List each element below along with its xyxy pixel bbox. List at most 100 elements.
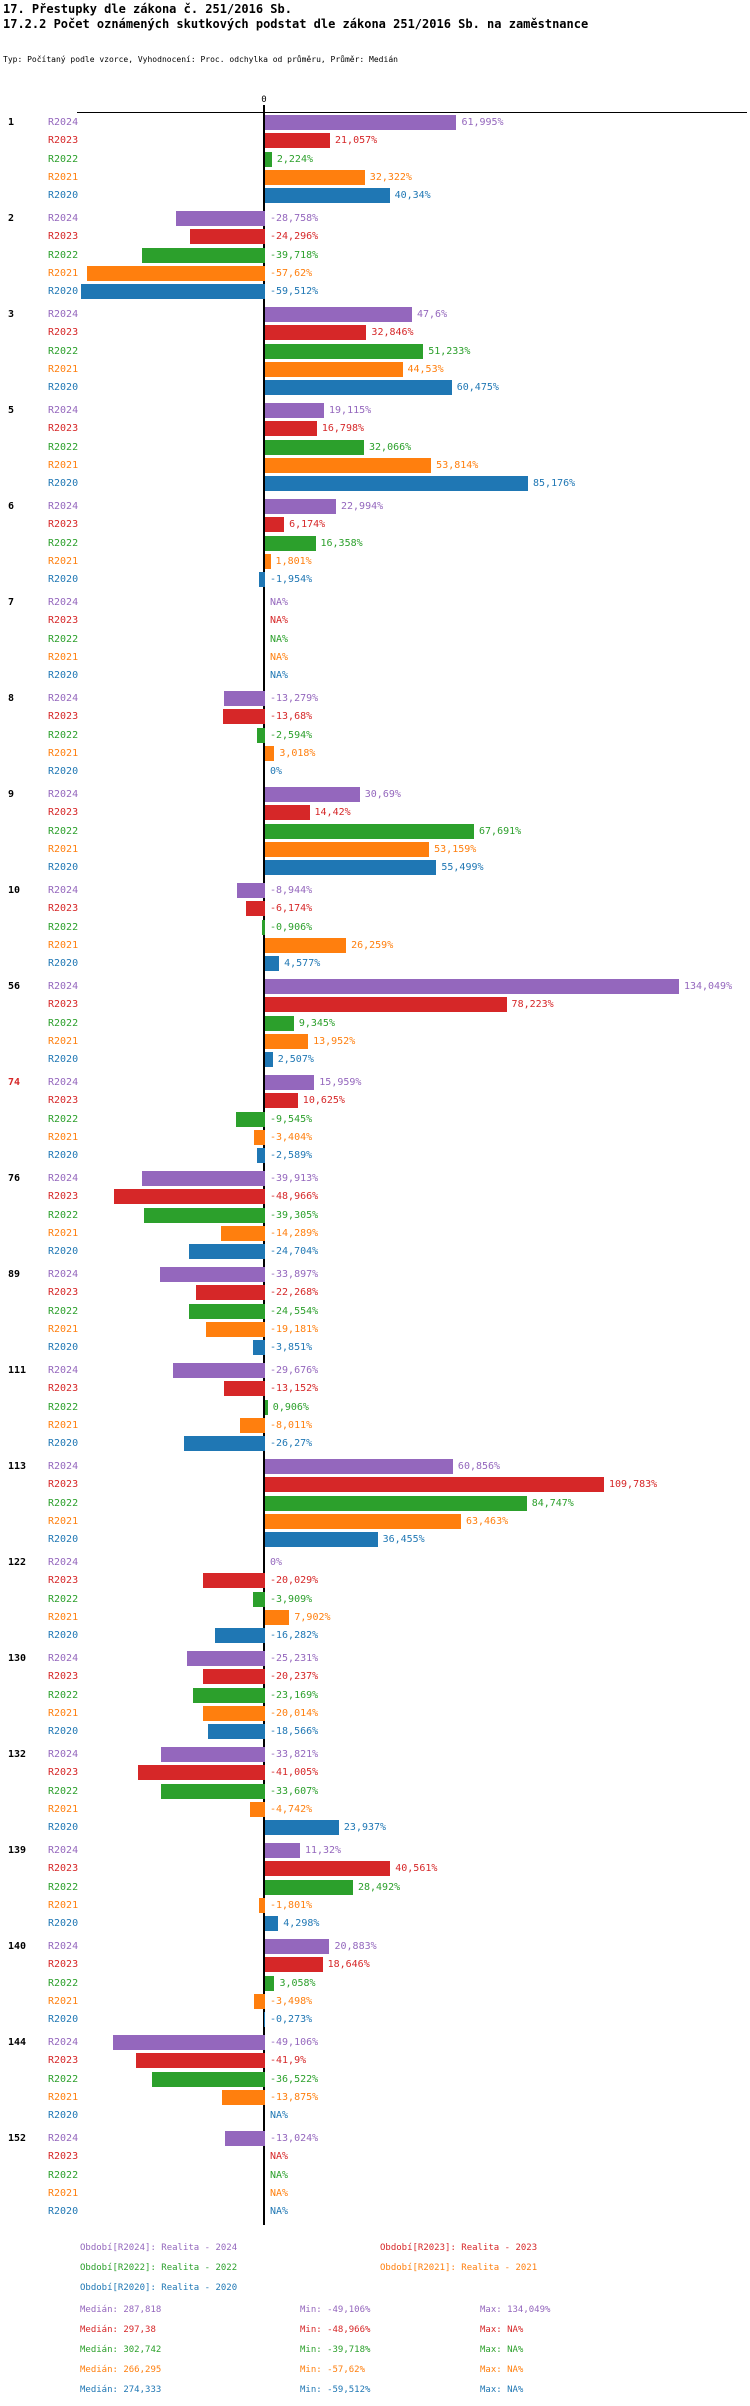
bar (265, 937, 347, 953)
bar (138, 1765, 265, 1781)
bar (161, 1783, 265, 1799)
bar-value-label: 67,691% (479, 825, 522, 837)
bar-value-label: 23,937% (343, 1822, 387, 1834)
year-label: R2021 (48, 267, 79, 279)
year-label: R2024 (48, 405, 79, 416)
bar (203, 1573, 265, 1589)
bar-value-label: 22,994% (341, 501, 384, 512)
year-label: R2020 (48, 286, 79, 298)
x-axis-line (77, 112, 747, 113)
bar (113, 2035, 265, 2050)
bar-value-label: 28,492% (357, 1881, 401, 1893)
group-label: 139 (8, 1845, 27, 1856)
bar-value-label: -57,62% (270, 267, 313, 279)
group-label: 8 (8, 693, 15, 704)
legend-item: Období[R2024]: Realita - 2024 (80, 2243, 238, 2253)
stat-max: Max: NA% (480, 2365, 524, 2375)
bar (265, 1015, 294, 1031)
year-label: R2024 (48, 693, 79, 704)
bar-value-label: -20,237% (270, 1671, 319, 1683)
bar (265, 476, 529, 492)
bar-value-label: 60,475% (456, 382, 499, 394)
bar-value-label: 32,322% (369, 171, 412, 183)
year-label: R2022 (48, 2073, 79, 2085)
year-label: R2021 (48, 1323, 79, 1335)
bar (256, 727, 265, 743)
bar (265, 745, 275, 761)
bar-value-label: -36,522% (270, 2073, 319, 2085)
bar-value-label: -3,404% (270, 1131, 313, 1143)
group-label: 111 (8, 1365, 27, 1376)
group-label: 74 (8, 1077, 21, 1088)
bar-value-label: 60,856% (457, 1461, 501, 1472)
group-label: 7 (8, 597, 15, 608)
bar (265, 307, 412, 322)
bar (160, 1747, 265, 1762)
year-label: R2020 (48, 1534, 79, 1546)
stat-min: Min: -48,966% (300, 2325, 371, 2335)
bar (220, 1225, 265, 1241)
bar (202, 1669, 265, 1685)
year-label: R2024 (48, 1845, 79, 1856)
bar (265, 457, 432, 473)
bar-value-label: NA% (270, 2110, 289, 2122)
bar-value-label: -6,174% (270, 903, 313, 915)
group-label: 9 (8, 789, 15, 800)
year-label: R2021 (48, 1803, 79, 1815)
year-label: R2024 (48, 1461, 79, 1472)
bar (265, 361, 403, 377)
bar (265, 1861, 391, 1877)
year-label: R2024 (48, 1173, 79, 1184)
bar-value-label: 13,952% (313, 1035, 356, 1047)
year-label: R2022 (48, 153, 79, 165)
bar (265, 979, 679, 994)
year-label: R2023 (48, 1671, 79, 1683)
year-label: R2021 (48, 1707, 79, 1719)
bar-value-label: 63,463% (465, 1515, 509, 1527)
bar-value-label: -41,005% (270, 1767, 319, 1779)
year-label: R2023 (48, 903, 79, 915)
year-label: R2023 (48, 1863, 79, 1875)
bar (265, 823, 475, 839)
bar (264, 2012, 265, 2028)
bar (193, 1687, 265, 1703)
bar (265, 1975, 275, 1991)
bar (265, 403, 325, 418)
bar (265, 188, 390, 204)
bar (265, 997, 507, 1013)
year-label: R2023 (48, 1575, 79, 1587)
bar (250, 1801, 265, 1817)
bar (258, 572, 265, 588)
group-label: 1 (8, 117, 15, 128)
year-label: R2023 (48, 1479, 79, 1491)
stat-median: Medián: 274,333 (80, 2385, 162, 2395)
bar-value-label: 51,233% (428, 345, 471, 357)
year-label: R2021 (48, 459, 79, 471)
year-label: R2020 (48, 2206, 79, 2218)
year-label: R2022 (48, 825, 79, 837)
bar-value-label: 9,345% (298, 1017, 335, 1029)
bar (224, 1381, 265, 1397)
group-label: 144 (8, 2037, 27, 2048)
year-label: R2020 (48, 1342, 79, 1354)
group-label: 113 (8, 1461, 27, 1472)
year-label: R2021 (48, 1227, 79, 1239)
bar-value-label: -14,289% (270, 1227, 319, 1239)
bar-value-label: -13,68% (270, 711, 313, 723)
bar (235, 1111, 265, 1127)
bar-value-label: NA% (270, 615, 289, 627)
year-label: R2020 (48, 1438, 79, 1450)
year-label: R2022 (48, 1017, 79, 1029)
bar (254, 1993, 265, 2009)
stat-max: Max: 134,049% (480, 2305, 551, 2315)
bar-value-label: -0,273% (270, 2014, 313, 2026)
bar-value-label: -33,821% (270, 1749, 319, 1760)
group-label: 3 (8, 309, 15, 320)
year-label: R2021 (48, 1611, 79, 1623)
bar-value-label: 3,018% (279, 747, 316, 759)
page-title: 17. Přestupky dle zákona č. 251/2016 Sb. (3, 2, 292, 16)
bar-value-label: -29,676% (270, 1365, 319, 1376)
bar-value-label: -25,231% (270, 1653, 319, 1664)
year-label: R2022 (48, 441, 79, 453)
year-label: R2020 (48, 1918, 79, 1930)
